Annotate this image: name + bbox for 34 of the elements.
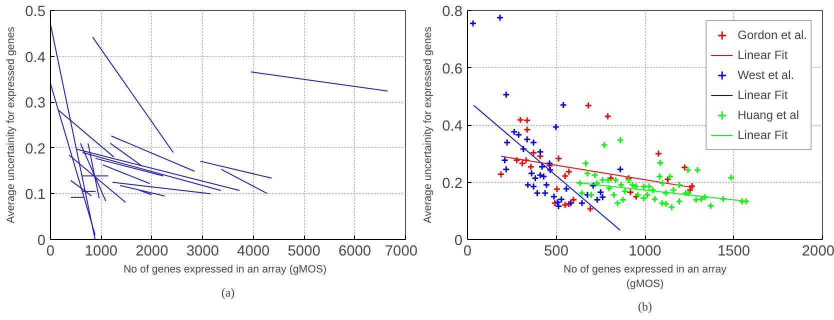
x-tick-label: 1000 — [628, 244, 662, 260]
x-tick-label: 1000 — [84, 244, 118, 260]
y-axis-title: Average uncertainity for expressed genes — [422, 26, 434, 224]
x-tick-label: 1500 — [717, 244, 750, 260]
x-tick-label: 5000 — [288, 244, 320, 260]
x-axis-title: No of genes expressed in an array (gMOS) — [123, 264, 327, 276]
y-tick-label: 0.6 — [442, 61, 462, 78]
legend-label: Linear Fit — [738, 48, 788, 62]
y-tick-label: 0.4 — [25, 50, 46, 66]
x-tick-label: 2000 — [802, 244, 834, 260]
x-axis-title: No of genes expressed in an array (gMOS) — [564, 264, 728, 290]
legend-label: West et al. — [738, 68, 794, 82]
x-tick-label: 7000 — [384, 244, 418, 260]
y-tick-label: 0.8 — [442, 4, 462, 20]
y-axis-title: Average uncertainity for expressed genes — [5, 26, 18, 224]
x-tick-label: 6000 — [338, 244, 372, 260]
x-tick-label: 500 — [544, 244, 568, 260]
x-tick-label: 4000 — [237, 244, 270, 260]
y-tick-label: 0.2 — [25, 141, 46, 158]
text: (a) — [221, 286, 235, 300]
x-tick-label: 2000 — [136, 244, 168, 260]
y-tick-label: 0.4 — [442, 118, 462, 134]
y-tick-label: 0.5 — [25, 4, 46, 20]
text: (b) — [638, 300, 652, 314]
legend-label: Linear Fit — [738, 128, 788, 142]
y-tick-label: 0.3 — [25, 96, 46, 112]
legend-label: Gordon et al. — [738, 28, 807, 42]
y-tick-label: 0 — [454, 233, 463, 249]
x-tick-label: 3000 — [186, 244, 219, 260]
legend-label: Huang et al — [738, 108, 800, 122]
y-tick-label: 0.1 — [25, 187, 46, 204]
y-tick-label: 0.2 — [442, 176, 462, 192]
legend-label: Linear Fit — [738, 88, 788, 102]
y-tick-label: 0 — [37, 233, 46, 249]
